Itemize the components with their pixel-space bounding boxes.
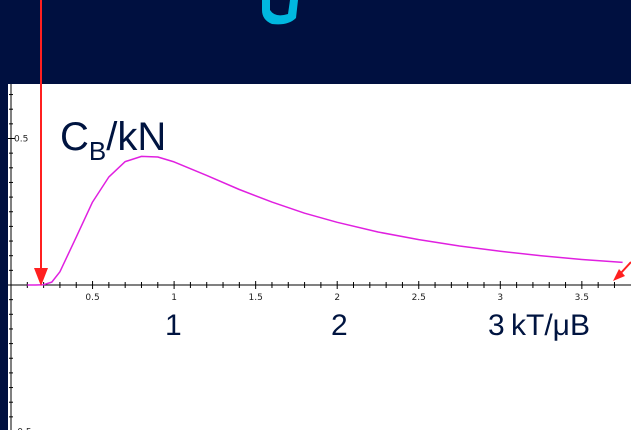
- y-label-subscript: B: [88, 136, 107, 166]
- x-tick-label: 3: [497, 293, 503, 303]
- axes: [8, 84, 631, 430]
- y-tick-label: -0.5: [14, 428, 32, 430]
- x-tick-label: 1.5: [248, 293, 262, 303]
- big-x-tick-label: 2: [331, 309, 348, 342]
- big-x-tick-label: 1: [165, 309, 182, 342]
- axis-tick-labels: 0.5 1 1.5 2 2.5 3 3.5 1 0.5 -0.5: [14, 135, 589, 430]
- plot-area: 0.5 1 1.5 2 2.5 3 3.5 1 0.5 -0.5 CB/kN 1 2 3 kT/μ…: [8, 84, 631, 430]
- x-tick-label: 3.5: [575, 293, 589, 303]
- x-tick-label: 1: [171, 293, 177, 303]
- series-group: [27, 155, 623, 286]
- axis-ticks: [8, 94, 615, 418]
- title-fragment: [262, 0, 298, 25]
- x-axis-label: kT/μB: [511, 309, 590, 342]
- y-tick-label: 0.5: [14, 135, 28, 145]
- title-glyph-fragment: [262, 0, 298, 25]
- big-x-tick-label: 3: [488, 309, 505, 342]
- y-label-suffix: /kN: [106, 115, 167, 159]
- x-tick-label: 0.5: [85, 293, 99, 303]
- y-axis-label: CB/kN: [60, 115, 166, 167]
- chart-svg: 0.5 1 1.5 2 2.5 3 3.5 1 0.5 -0.5: [8, 84, 631, 430]
- x-tick-label: 2: [334, 293, 340, 303]
- series-line: [27, 155, 623, 286]
- y-label-main: C: [60, 115, 89, 159]
- x-tick-label: 2.5: [412, 293, 426, 303]
